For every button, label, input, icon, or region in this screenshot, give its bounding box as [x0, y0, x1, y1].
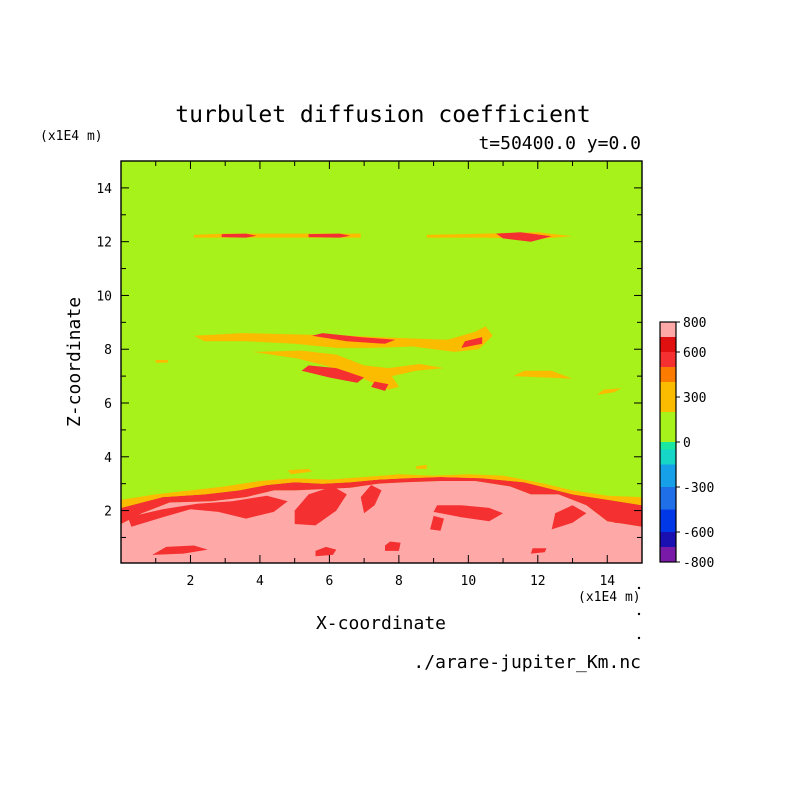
contour-region: [121, 477, 642, 527]
plot-frame: [120, 160, 643, 564]
colorbar-swatch: [660, 442, 676, 450]
colorbar-swatch: [660, 464, 676, 487]
contour-region: [433, 505, 504, 522]
colorbar-tick-label: -600: [683, 526, 714, 541]
x-tick-label: 10: [461, 574, 477, 589]
colorbar-swatch: [660, 509, 676, 532]
y-tick-label: 6: [104, 397, 112, 412]
colorbar-tick-label: 600: [683, 346, 706, 361]
contour-region: [385, 541, 401, 551]
contour-region: [461, 337, 483, 348]
x-tick-label: 6: [325, 574, 333, 589]
contour-region: [155, 360, 168, 363]
colorbar-swatch: [660, 382, 676, 412]
dot-mark: [637, 586, 641, 590]
contour-region: [614, 514, 642, 524]
y-tick-label: 4: [104, 451, 112, 466]
contour-region: [530, 548, 547, 554]
x-tick-label: 12: [530, 574, 546, 589]
contour-region: [152, 545, 208, 555]
contour-region: [294, 486, 347, 526]
y-tick-label: 8: [104, 343, 112, 358]
source-filename: ./arare-jupiter_Km.nc: [413, 652, 641, 673]
y-axis: 2 4 6 8 10 12 14: [96, 182, 642, 538]
colorbar-swatch: [660, 337, 676, 352]
contour-region: [121, 474, 642, 508]
contour-region: [416, 464, 427, 469]
x-tick-label: 14: [599, 574, 615, 589]
decorative-dots: [637, 586, 641, 640]
contour-region: [513, 370, 573, 379]
x-unit-label: (x1E4 m): [578, 590, 641, 605]
colorbar-swatch: [660, 412, 676, 442]
y-tick-label: 12: [96, 236, 112, 251]
dot-mark: [637, 636, 641, 640]
chart-title: turbulet diffusion coefficient: [175, 102, 590, 128]
contour-region: [253, 350, 444, 390]
contour-region: [551, 505, 587, 530]
colorbar-swatch: [660, 367, 676, 382]
contour-region: [360, 485, 382, 514]
x-tick-label: 8: [395, 574, 403, 589]
contour-region: [287, 468, 312, 475]
colorbar-swatch: [660, 322, 676, 337]
y-tick-label: 2: [104, 505, 112, 520]
contour-region: [496, 232, 552, 242]
y-tick-label: 14: [96, 182, 112, 197]
colorbar-swatch: [660, 487, 676, 510]
x-axis: 2 4 6 8 10 12 14: [155, 161, 615, 589]
colorbar-swatch: [660, 449, 676, 465]
colorbar-tick-label: -800: [683, 556, 714, 571]
contour-region: [596, 388, 622, 395]
colorbar-swatch: [660, 352, 676, 367]
contour-region: [308, 233, 351, 238]
x-axis-label: X-coordinate: [316, 613, 446, 634]
plot-area: [120, 160, 643, 564]
contour-region: [312, 333, 396, 344]
contour-region: [371, 381, 389, 391]
dot-mark: [637, 612, 641, 616]
y-axis-label: Z-coordinate: [64, 297, 85, 427]
colorbar-swatch: [660, 547, 676, 562]
contour-region: [430, 515, 444, 531]
chart-subtitle: t=50400.0 y=0.0: [478, 133, 641, 154]
colorbar-tick-label: 800: [683, 316, 706, 331]
contour-region: [127, 495, 288, 527]
colorbar-swatch: [660, 532, 676, 547]
colorbar-tick-label: 0: [683, 436, 691, 451]
y-tick-label: 10: [96, 289, 112, 304]
colorbar: 800 600 300 0 -300 -600 -800: [659, 316, 714, 571]
colorbar-tick-label: -300: [683, 481, 714, 496]
contour-region: [315, 546, 337, 557]
contour-region: [301, 365, 365, 383]
y-unit-label: (x1E4 m): [40, 129, 103, 144]
contour-region: [221, 233, 257, 238]
colorbar-tick-label: 300: [683, 391, 706, 406]
x-tick-label: 4: [256, 574, 264, 589]
x-tick-label: 2: [187, 574, 195, 589]
